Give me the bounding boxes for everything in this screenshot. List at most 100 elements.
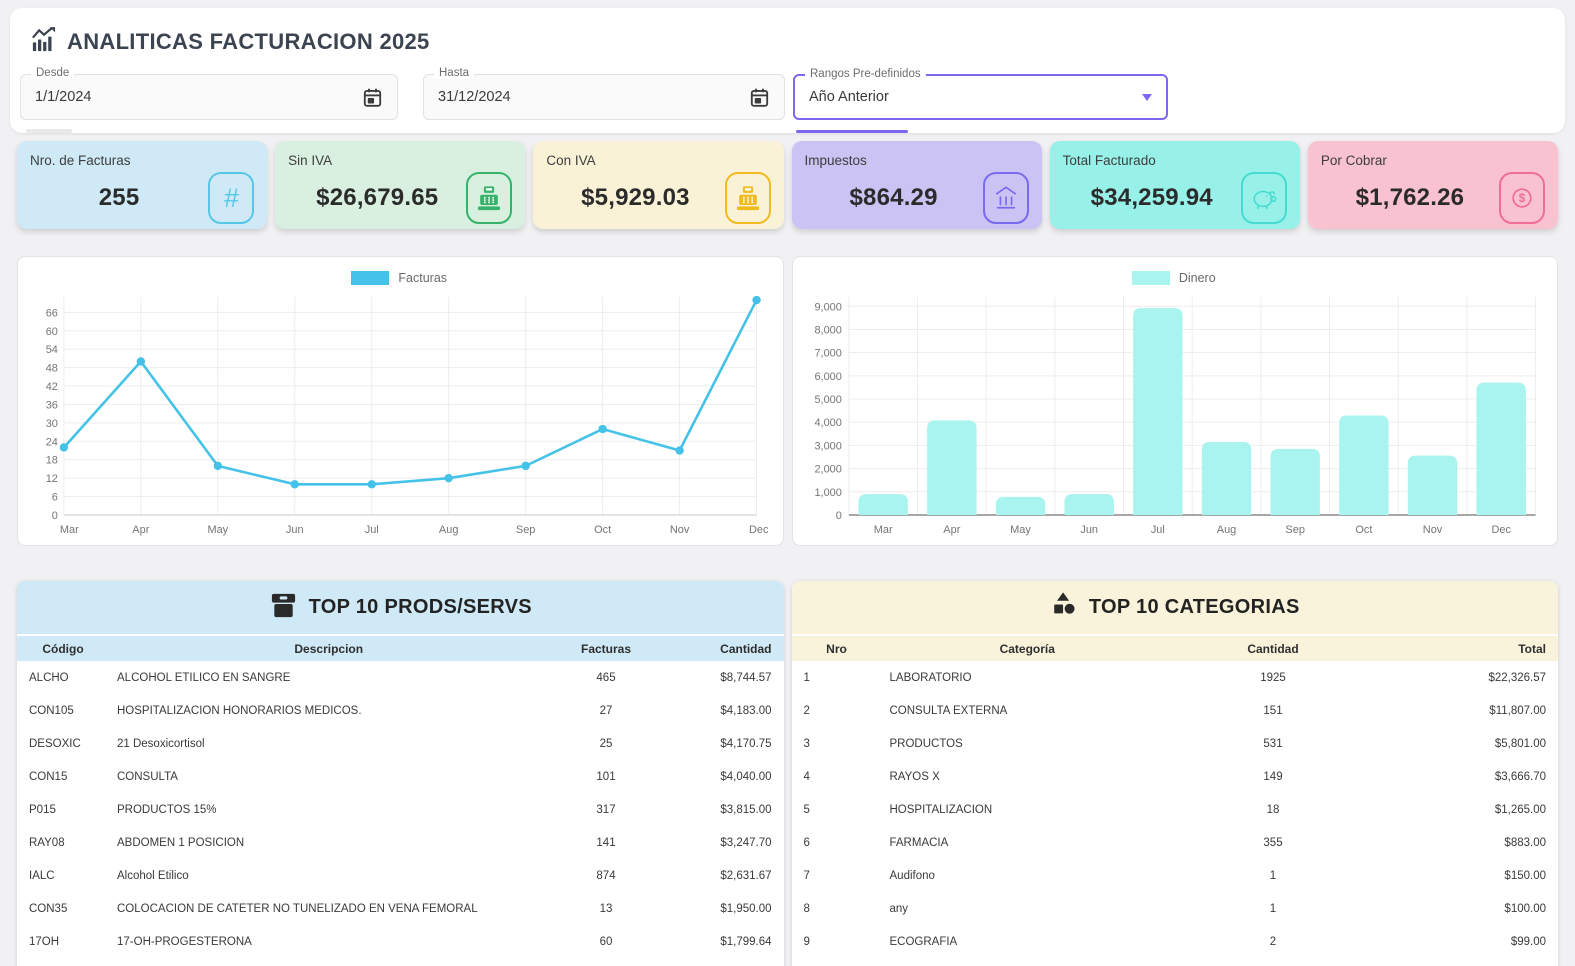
facturas-line-chart: 0 6 12 18 24 30 36 42 48 54 60 66 Mar Apr May Jun Jul Aug…: [46, 295, 769, 536]
table-row: 3 PRODUCTOS 531 $5,801.00: [792, 727, 1559, 760]
table-cell: 21 Desoxicortisol: [117, 737, 205, 750]
table-cell: RAYOS X: [889, 770, 940, 783]
predefined-ranges-select[interactable]: Rangos Pre-definidos Año Anterior: [793, 68, 1168, 120]
tables-row: TOP 10 PRODS/SERVS Código Descripcion Fa…: [17, 581, 1558, 966]
date-to-label: Hasta: [434, 67, 475, 79]
dinero-legend[interactable]: Dinero: [803, 267, 1546, 289]
stat-card-label: Impuestos: [804, 153, 867, 168]
table-cell: 2: [803, 704, 810, 717]
bar: [857, 494, 908, 515]
date-from-field[interactable]: Desde 1/1/2024: [20, 67, 398, 120]
svg-text:Jul: Jul: [1150, 524, 1164, 536]
table-cell: 2: [1269, 935, 1277, 948]
svg-text:Jun: Jun: [1080, 524, 1098, 536]
column-header[interactable]: Cantidad: [1173, 634, 1373, 661]
column-header[interactable]: Cantidad: [663, 634, 784, 661]
table-cell: $4,040.00: [720, 770, 772, 783]
filters-row: Desde 1/1/2024 Hasta 31/12/2024: [20, 67, 1557, 120]
dinero-bar-chart: 0 1,000 2,000 3,000 4,000 5,000 6,000 7,000 8,00…: [814, 297, 1536, 536]
table-row: DESOXIC 21 Desoxicortisol 25 $4,170.75: [17, 727, 784, 760]
table-cell: $5,801.00: [1494, 737, 1546, 750]
table-cell: 1: [1269, 902, 1277, 915]
table-cell: $883.00: [1504, 836, 1546, 849]
bar: [1063, 494, 1114, 515]
table-cell: $1,950.00: [720, 902, 772, 915]
table-row: 4 RAYOS X 149 $3,666.70: [792, 760, 1559, 793]
bar: [1475, 382, 1526, 515]
svg-text:18: 18: [46, 455, 58, 467]
column-header[interactable]: Nro: [791, 634, 882, 661]
table-title: TOP 10 CATEGORIAS: [1088, 596, 1300, 618]
piggy-bank-icon: [1240, 172, 1287, 224]
svg-text:0: 0: [835, 510, 841, 522]
svg-text:Apr: Apr: [943, 524, 960, 536]
archive-box-icon: [269, 591, 298, 625]
date-to-field[interactable]: Hasta 31/12/2024: [423, 67, 785, 120]
table-cell: 5: [803, 803, 810, 816]
stat-card-facturas: Nro. de Facturas 255 #: [17, 141, 268, 229]
table-cell: 1: [1269, 869, 1277, 882]
legend-label: Facturas: [398, 271, 448, 285]
table-cell: 18: [1266, 803, 1280, 816]
legend-swatch: [1131, 271, 1170, 285]
column-header[interactable]: Facturas: [548, 634, 664, 661]
top-categories-rows: 1 LABORATORIO 1925 $22,326.57 2 CONSULTA EXTE…: [792, 661, 1559, 958]
table-header-row: Código Descripcion Facturas Cantidad: [17, 634, 784, 661]
top-categories-table-card: TOP 10 CATEGORIAS Nro Categoría Cantidad…: [791, 581, 1559, 966]
table-row: CON105 HOSPITALIZACION HONORARIOS MEDICOS…: [17, 694, 784, 727]
table-row: 7 Audifono 1 $150.00: [792, 859, 1559, 892]
svg-text:5,000: 5,000: [814, 394, 841, 406]
table-cell: Alcohol Etilico: [117, 869, 189, 882]
legend-label: Dinero: [1178, 271, 1216, 285]
dinero-bar-chart-card: Dinero 0 1,000 2,000 3,000 4,000 5,000 6,000 7,…: [791, 256, 1558, 546]
svg-text:42: 42: [46, 381, 58, 393]
table-cell: $1,799.64: [720, 935, 772, 948]
bar: [995, 496, 1045, 515]
svg-text:54: 54: [46, 344, 58, 356]
svg-text:48: 48: [46, 363, 58, 375]
svg-text:66: 66: [46, 307, 58, 319]
svg-text:24: 24: [46, 436, 58, 448]
stat-card-label: Con IVA: [546, 153, 596, 168]
calendar-icon[interactable]: [749, 87, 770, 108]
table-cell: 17-OH-PROGESTERONA: [117, 935, 252, 948]
table-cell: 9: [803, 935, 810, 948]
calendar-icon[interactable]: [362, 87, 383, 108]
svg-text:12: 12: [46, 473, 58, 485]
stat-card-por-cobrar: Por Cobrar $1,762.26 $: [1307, 141, 1558, 229]
svg-text:4,000: 4,000: [814, 417, 841, 429]
table-row: RAY08 ABDOMEN 1 POSICION 141 $3,247.70: [17, 826, 784, 859]
page-title: ANALITICAS FACTURACION 2025: [67, 29, 430, 54]
table-cell: 27: [599, 704, 613, 717]
date-to-value: 31/12/2024: [438, 89, 511, 105]
svg-text:36: 36: [46, 399, 58, 411]
table-row: IALC Alcohol Etilico 874 $2,631.67: [17, 859, 784, 892]
svg-text:Sep: Sep: [1285, 524, 1304, 536]
title-row: ANALITICAS FACTURACION 2025: [30, 26, 1557, 58]
table-cell: 531: [1263, 737, 1283, 750]
svg-text:Aug: Aug: [439, 524, 458, 536]
table-cell: 151: [1263, 704, 1283, 717]
table-cell: $4,183.00: [720, 704, 772, 717]
table-cell: HOSPITALIZACION HONORARIOS MEDICOS.: [117, 704, 362, 717]
table-cell: 874: [596, 869, 616, 882]
column-header[interactable]: Categoría: [881, 634, 1173, 661]
table-row: 5 HOSPITALIZACION 18 $1,265.00: [792, 793, 1559, 826]
table-row: 9 ECOGRAFIA 2 $99.00: [792, 925, 1559, 958]
svg-text:Jul: Jul: [365, 524, 379, 536]
column-header[interactable]: Código: [17, 634, 109, 661]
top-products-rows: ALCHO ALCOHOL ETILICO EN SANGRE 465 $8,744.…: [17, 661, 784, 958]
svg-text:Mar: Mar: [60, 524, 79, 536]
clipped-input-edge: [26, 129, 72, 133]
table-cell: 7: [803, 869, 810, 882]
table-cell: $22,326.57: [1488, 671, 1546, 684]
facturas-legend[interactable]: Facturas: [28, 267, 771, 289]
column-header[interactable]: Total: [1373, 634, 1558, 661]
table-row: 17OH 17-OH-PROGESTERONA 60 $1,799.64: [17, 925, 784, 958]
table-cell: 355: [1263, 836, 1283, 849]
column-header[interactable]: Descripcion: [109, 634, 549, 661]
table-cell: DESOXIC: [29, 737, 81, 750]
svg-text:$: $: [1519, 192, 1526, 205]
svg-text:Dec: Dec: [1491, 524, 1511, 536]
table-row: 2 CONSULTA EXTERNA 151 $11,807.00: [792, 694, 1559, 727]
